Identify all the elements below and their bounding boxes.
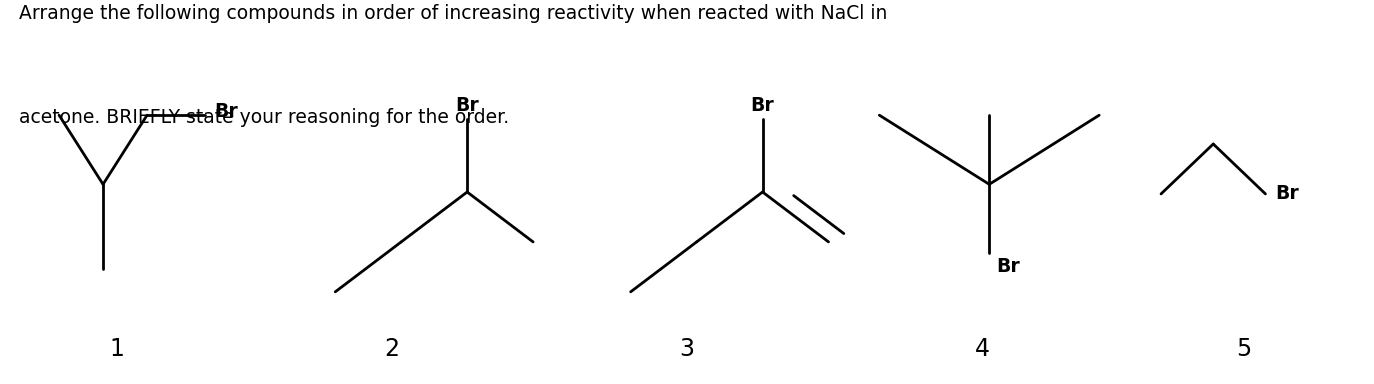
Text: 3: 3 — [680, 337, 694, 361]
Text: Arrange the following compounds in order of increasing reactivity when reacted w: Arrange the following compounds in order… — [19, 4, 888, 23]
Text: acetone. BRIEFLY state your reasoning for the order.: acetone. BRIEFLY state your reasoning fo… — [19, 108, 510, 126]
Text: 1: 1 — [110, 337, 124, 361]
Text: 5: 5 — [1235, 337, 1252, 361]
Text: Br: Br — [1275, 184, 1298, 204]
Text: Br: Br — [214, 102, 238, 121]
Text: Br: Br — [750, 96, 775, 115]
Text: Br: Br — [996, 257, 1020, 276]
Text: 4: 4 — [976, 337, 989, 361]
Text: 2: 2 — [385, 337, 398, 361]
Text: Br: Br — [455, 96, 480, 115]
